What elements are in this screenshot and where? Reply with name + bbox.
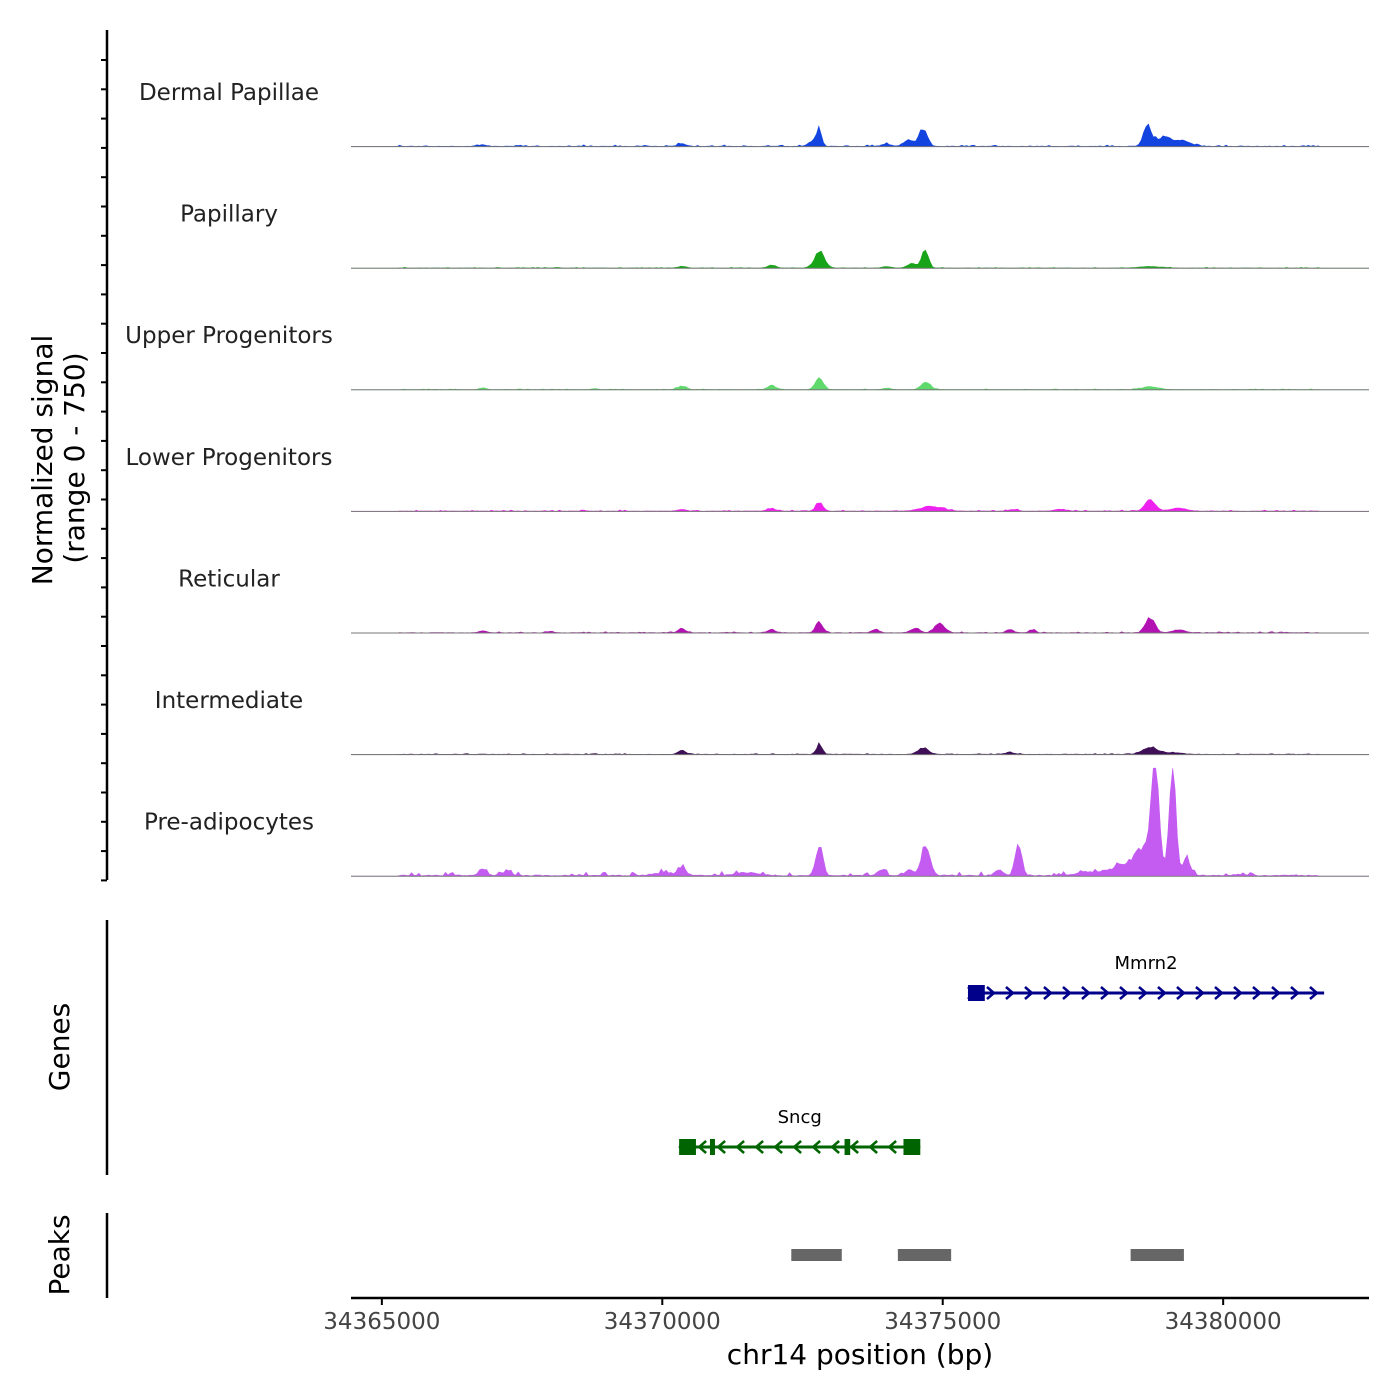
gene-label: Sncg [778,1107,822,1128]
gene-track: Mmrn2 Sncg [678,953,1325,1155]
coverage-tracks: Dermal Papillae Papillary Upper Progenitor… [125,80,1369,877]
x-axis-ticks: 34365000 34370000 34375000 34380000 [323,1298,1282,1335]
strand-arrow [1062,986,1072,1000]
strand-arrow [1138,986,1148,1000]
strand-arrow [697,1140,707,1154]
strand-arrow [735,1140,745,1154]
strand-arrow [716,1140,726,1154]
track-label: Pre-adipocytes [144,810,314,836]
strand-arrow [1252,986,1262,1000]
peak-interval [897,1249,952,1261]
coverage-track: Intermediate [155,688,1369,756]
coverage-track: Dermal Papillae [139,80,1369,148]
strand-arrow [1290,986,1300,1000]
strand-arrow [1214,986,1224,1000]
strand-arrow [754,1140,764,1154]
strand-arrow [1157,986,1167,1000]
strand-arrow [1195,986,1205,1000]
coverage-track: Reticular [178,566,1369,634]
coverage-area [351,499,1369,512]
gene-label: Mmrn2 [1115,953,1178,974]
strand-arrow [1100,986,1110,1000]
track-label: Dermal Papillae [139,80,319,106]
exon [709,1139,715,1155]
signal-axis-title: Normalized signal [26,335,59,586]
peak-interval [1130,1249,1184,1261]
strand-arrow [887,1140,897,1154]
strand-arrow [1081,986,1091,1000]
track-label: Upper Progenitors [125,323,333,349]
x-axis-title: chr14 position (bp) [727,1338,993,1371]
strand-arrow [868,1140,878,1154]
coverage-area [351,249,1369,269]
gene-model: Sncg [678,1107,921,1155]
strand-arrow [849,1140,859,1154]
coverage-area [351,617,1369,634]
x-tick-label: 34380000 [1165,1309,1282,1335]
track-label: Lower Progenitors [126,445,333,471]
exon [844,1139,851,1155]
peak-interval [791,1249,842,1261]
peaks-axis-title: Peaks [43,1214,76,1295]
strand-arrow [830,1140,840,1154]
track-label: Reticular [178,566,280,592]
strand-arrow [773,1140,783,1154]
coverage-track: Papillary [180,202,1369,269]
strand-arrow [1024,986,1034,1000]
x-tick-label: 34375000 [884,1309,1001,1335]
strand-arrow [1271,986,1281,1000]
coverage-track: Lower Progenitors [126,445,1369,512]
strand-arrow [792,1140,802,1154]
strand-arrow [1119,986,1129,1000]
strand-arrow [1176,986,1186,1000]
gene-model: Mmrn2 [967,953,1325,1001]
strand-arrow [1043,986,1053,1000]
exon [967,985,985,1001]
strand-arrow [1309,986,1319,1000]
strand-arrow [811,1140,821,1154]
coverage-track: Upper Progenitors [125,323,1369,391]
exon [903,1139,921,1155]
coverage-area [351,123,1369,147]
strand-arrow [1005,986,1015,1000]
x-tick-label: 34365000 [323,1309,440,1335]
peak-track [791,1249,1184,1261]
coverage-area [351,742,1369,755]
track-label: Intermediate [155,688,303,714]
signal-axis-subtitle: (range 0 - 750) [58,352,91,563]
genes-axis-title: Genes [43,1003,76,1091]
coverage-area [351,377,1369,391]
strand-arrow [986,986,996,1000]
signal-axis-ticks [101,59,107,882]
x-tick-label: 34370000 [604,1309,721,1335]
exon [679,1139,696,1155]
coverage-area [351,767,1369,877]
coverage-track: Pre-adipocytes [144,767,1369,877]
strand-arrow [1233,986,1243,1000]
track-label: Papillary [180,202,278,228]
